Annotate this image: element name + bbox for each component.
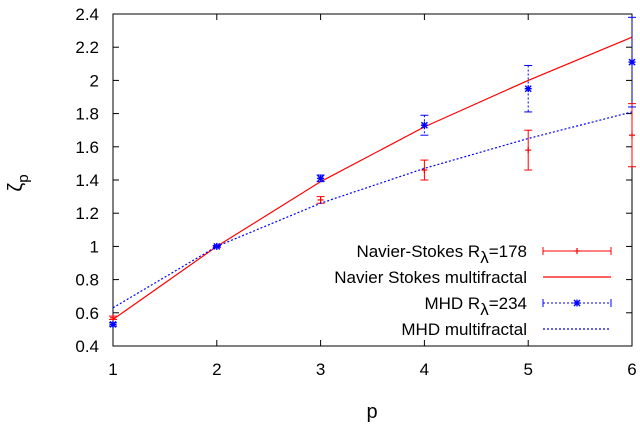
x-tick-label: 2 <box>212 360 221 379</box>
y-tick-label: 2.2 <box>75 38 99 57</box>
series-3 <box>112 111 633 309</box>
y-axis-label: ζp <box>5 174 32 191</box>
y-tick-label: 2.4 <box>75 5 99 24</box>
x-tick-label: 4 <box>420 360 429 379</box>
y-tick-label: 0.8 <box>75 271 99 290</box>
data-point-d2 <box>420 121 428 129</box>
y-tick-label: 1.6 <box>75 138 99 157</box>
legend-label: MHD multifractal <box>401 320 527 339</box>
series-1 <box>112 36 633 320</box>
tick-labels: 1 2 3 4 5 6 0.4 0.6 0.8 1 1.2 1.4 1.6 1.8 2 2.2 2.4 <box>75 5 636 379</box>
data-point-d2 <box>109 320 117 328</box>
svg-text:ζp: ζp <box>5 174 32 191</box>
series-layer <box>109 16 636 328</box>
legend-item-0: Navier-Stokes Rλ=178 <box>356 242 612 267</box>
y-tick-label: 2 <box>90 71 99 90</box>
y-tick-label: 1.4 <box>75 171 99 190</box>
y-tick-label: 1.2 <box>75 204 99 223</box>
legend-label: Navier Stokes multifractal <box>334 268 527 287</box>
data-point-d2 <box>628 58 636 66</box>
legend-item-1: Navier Stokes multifractal <box>334 268 611 287</box>
legend-item-2: MHD Rλ=234 <box>424 294 612 319</box>
legend-label: MHD Rλ=234 <box>424 294 527 319</box>
series-line <box>112 111 633 309</box>
series-0 <box>109 103 636 321</box>
data-point-d2 <box>524 85 532 93</box>
series-2 <box>109 16 636 328</box>
y-tick-label: 1.8 <box>75 105 99 124</box>
plot-frame <box>112 13 633 347</box>
y-tick-label: 0.6 <box>75 304 99 323</box>
x-tick-label: 6 <box>627 360 636 379</box>
x-tick-label: 3 <box>316 360 325 379</box>
legend-item-3: MHD multifractal <box>401 320 611 339</box>
x-tick-label: 1 <box>108 360 117 379</box>
legend-label: Navier-Stokes Rλ=178 <box>356 242 527 267</box>
legend-marker-d2 <box>573 299 581 307</box>
data-point-d2 <box>317 174 325 182</box>
x-axis-label: p <box>366 401 377 423</box>
y-tick-label: 1 <box>90 237 99 256</box>
axes <box>112 13 633 347</box>
series-line <box>112 36 633 320</box>
y-tick-label: 0.4 <box>75 337 99 356</box>
x-tick-label: 5 <box>523 360 532 379</box>
